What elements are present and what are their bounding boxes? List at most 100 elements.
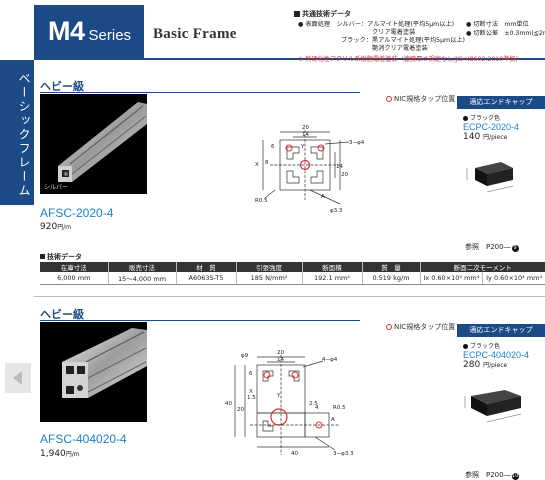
endcap-1-ref: 参照 P200― 9 [465,242,519,252]
product-1-drawing: 20 14 X Y 3−φ4 20 14 8 6 A R0.5 φ3.3 [255,125,365,214]
tech-sale: 15～4,000 mm [108,272,177,285]
dim-20-right: 20 [341,172,348,178]
category-side-label: ベーシックフレーム [17,72,31,198]
dim-6: 6 [271,144,275,150]
dim-y: Y [300,144,305,150]
product-1-nic-label: NIC規格タップ位置 [394,95,456,103]
spec-title-row: 共通技術データ [294,10,351,19]
endcap-1-image [466,162,514,193]
spec-black: ブラック：黒アルマイト処理(平均5μm以上) [341,37,465,44]
product-2-price-unit: 円/m [65,451,80,458]
endcap-2-ref-no: 10 [511,473,519,480]
product-1-color-label: シルバー [44,184,69,191]
series-tab [34,5,144,60]
endcap-1-price-row: 140 円/piece [463,132,545,142]
dim-x: X [255,162,259,168]
endcap-1-head: 適応エンドキャップ [457,96,545,109]
product-1-rule [40,92,360,93]
section-divider [34,296,545,297]
product-1-profile-image [58,102,147,182]
dim-p9: φ9 [241,353,249,359]
product-2-photo [40,322,147,422]
dim2-y: Y [276,393,281,399]
endcap-1-code[interactable]: ECPC-2020-4 [463,122,520,132]
tech-h-material: 材 質 [176,262,237,272]
dim2-25: 2.5 [309,401,318,407]
dim2-20: 20 [277,350,284,356]
tech-h-sale: 販売寸法 [108,262,177,272]
spec-silver2: クリア電着塗装 [372,29,416,36]
square-bullet-icon [294,10,300,17]
spec-black2: 艶消クリア電着塗装 [372,45,428,52]
product-1-endcap: 適応エンドキャップ ブラック色 ECPC-2020-4 140 円/piece [457,96,545,246]
dim2-x: X [249,389,253,395]
product-1-photo: シルバー [40,94,147,194]
product-1-price: 920 [40,222,58,232]
nic-circle-icon [386,96,392,102]
spec-cut-label: 切断寸法 [473,21,499,28]
endcap-1-price-unit: 円/piece [483,134,508,141]
endcap-2-ref: 参照 P200―10 [465,470,519,480]
product-2-price-row: 1,940円/m [40,449,80,459]
endcap-2-price: 280 [463,360,481,370]
dim-20-top: 20 [302,125,309,131]
tech-h-moment: 断面二次モーメント [420,262,545,272]
product-2-drawing: φ9 20 14 4−φ4 Y X 40 20 1.5 6 4 2.5 R0.5… [225,350,354,457]
dim2-15: 1.5 [247,395,256,401]
endcap-1-color: ブラック色 [463,113,545,122]
product-1-nic: NIC規格タップ位置 [386,94,455,104]
black-dot-icon [463,343,468,349]
black-dot-icon [463,115,468,121]
spec-title: 共通技術データ [302,10,351,18]
product-2-section: ヘビー級 [40,308,84,321]
category-side-tab[interactable] [0,60,34,205]
dim-14-right: 14 [336,164,343,170]
page-subtitle: Basic Frame [153,26,237,42]
product-2-profile-image [62,328,147,398]
product-2-code: AFSC-404020-4 [40,432,127,446]
product-2-nic: NIC規格タップ位置 [386,322,455,332]
dim-hole: 3−φ4 [349,140,365,146]
dim-r05: R0.5 [255,198,268,204]
spec-silver-row: ● 表面処理 シルバー：アルマイト処理(平均5μm以上) [298,21,454,28]
tech-stock: 6,000 mm [40,272,109,285]
dim2-14: 14 [277,357,284,363]
product-2-endcap: 適応エンドキャップ ブラック色 ECPC-404020-4 280 円/piec… [457,324,545,474]
endcap-2-ref-label: 参照 P200― [465,471,511,479]
tech-h-mass: 質 量 [362,262,421,272]
dim-d33: φ3.3 [330,208,343,214]
tech-ix: Ix 0.60×10⁴ mm⁴ [420,272,484,285]
endcap-2-color-label: ブラック色 [470,343,501,350]
spec-tol-label: 切断公差 [473,30,499,37]
tech-h-tensile: 引張強度 [236,262,303,272]
dim2-40b: 40 [291,451,298,457]
dim2-d33: 3−φ3.3 [333,451,354,457]
dim2-a: A [331,417,335,423]
endcap-1-price: 140 [463,132,481,142]
tech-mass: 0.519 kg/m [362,272,421,285]
tech-material: A6063S-T5 [176,272,237,285]
spec-tol-row: ● 切断公差 ±0.3mm(≦2m) [466,29,545,38]
endcap-2-head: 適応エンドキャップ [457,324,545,337]
tech-tensile: 185 N/mm² [236,272,303,285]
dim2-20b: 20 [237,407,244,413]
dim2-40: 40 [225,401,232,407]
dim2-6: 6 [249,371,253,377]
table-row: 6,000 mm 15～4,000 mm A6063S-T5 185 N/mm²… [40,272,545,285]
dim2-r05: R0.5 [333,405,346,411]
spec-surface-label: 表面処理 [305,21,331,28]
square-bullet-icon [40,254,45,259]
product-2-rule [40,320,360,321]
prev-page-arrow-icon[interactable] [5,363,31,393]
dim-14-top: 14 [302,132,309,138]
endcap-2-price-unit: 円/piece [483,362,508,369]
endcap-1-color-label: ブラック色 [470,115,501,122]
tech-h-stock: 在庫寸法 [40,262,109,272]
product-1-code: AFSC-2020-4 [40,206,114,220]
endcap-2-code[interactable]: ECPC-404020-4 [463,350,530,360]
series-sub: Series [88,27,132,44]
spec-note: ※ 熱硬化性アクリル系樹脂電着塗装（塗膜厚さ規定なし/JIS H8602:201… [298,56,522,63]
tech-title: 技術データ [47,253,82,261]
series-main: M4 [48,16,85,46]
tech-table: 在庫寸法 販売寸法 材 質 引張強度 断面積 質 量 断面二次モーメント 6,0… [40,262,545,285]
